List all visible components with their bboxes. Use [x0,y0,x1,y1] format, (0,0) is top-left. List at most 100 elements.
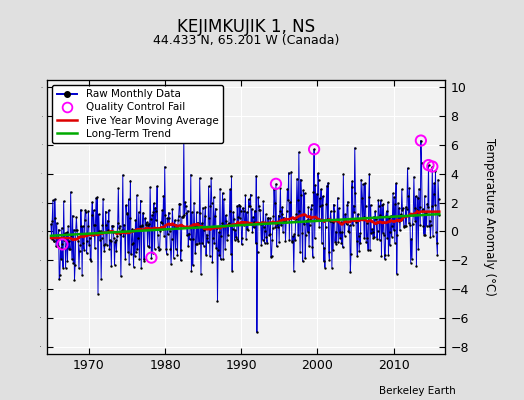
Point [285,170,293,176]
Point [266,215,275,221]
Point [173,252,182,258]
Point [227,173,236,180]
Point [96,237,104,243]
Point [53,243,61,249]
Point [327,218,335,224]
Point [252,173,260,179]
Point [270,186,278,192]
Point [315,195,324,202]
Point [100,248,108,255]
Point [408,220,417,227]
Point [291,216,300,222]
Point [166,228,174,234]
Point [424,204,432,210]
Point [125,260,133,267]
Point [248,228,257,235]
Point [277,222,285,229]
Point [434,196,443,202]
Point [56,245,64,251]
Point [148,249,157,256]
Point [428,163,436,170]
Point [216,186,224,192]
Point [269,225,277,232]
Point [357,176,365,183]
Point [147,254,156,261]
Text: KEJIMKUJIK 1, NS: KEJIMKUJIK 1, NS [177,18,315,36]
Point [435,212,443,218]
Point [154,232,162,239]
Point [403,206,411,212]
Point [136,197,145,204]
Point [132,249,140,256]
Point [197,271,205,277]
Point [385,215,394,222]
Point [253,329,261,336]
Point [92,194,100,201]
Point [362,239,370,245]
Point [306,215,314,222]
Point [365,171,374,177]
Point [130,252,139,259]
Point [145,244,154,250]
Point [428,163,436,170]
Point [106,237,114,243]
Point [225,220,233,226]
Point [155,247,163,254]
Point [228,226,237,232]
Point [279,214,288,221]
Point [412,263,421,270]
Point [102,208,110,215]
Point [115,225,123,231]
Point [91,222,100,228]
Point [159,226,167,232]
Point [356,230,364,237]
Point [330,208,339,215]
Point [431,202,439,208]
Point [79,223,87,230]
Point [282,208,291,214]
Point [347,184,356,191]
Point [429,232,437,239]
Point [320,245,329,251]
Point [386,229,395,235]
Point [405,185,413,191]
Point [72,227,80,233]
Point [174,212,183,219]
Point [69,212,77,219]
Point [254,194,263,201]
Point [428,203,436,209]
Point [274,212,282,219]
Point [346,269,355,275]
Point [226,186,234,192]
Point [353,238,361,244]
Point [410,174,418,180]
Point [276,184,285,191]
Point [219,190,227,196]
Point [63,258,72,264]
Point [337,240,346,247]
Point [71,262,79,268]
Point [148,212,156,218]
Point [167,261,176,267]
Point [59,264,67,271]
Point [193,241,201,248]
Point [139,209,147,216]
Point [47,221,55,228]
Point [198,239,206,246]
Point [114,185,123,192]
Point [278,204,287,210]
Point [321,264,329,271]
Point [289,233,297,239]
Point [58,241,67,248]
Point [293,197,302,203]
Point [420,192,429,199]
Point [161,212,170,218]
Point [146,184,154,190]
Point [380,232,388,238]
Point [364,247,373,253]
Point [387,234,396,240]
Point [425,218,434,224]
Point [64,246,73,252]
Point [257,221,265,228]
Point [165,215,173,222]
